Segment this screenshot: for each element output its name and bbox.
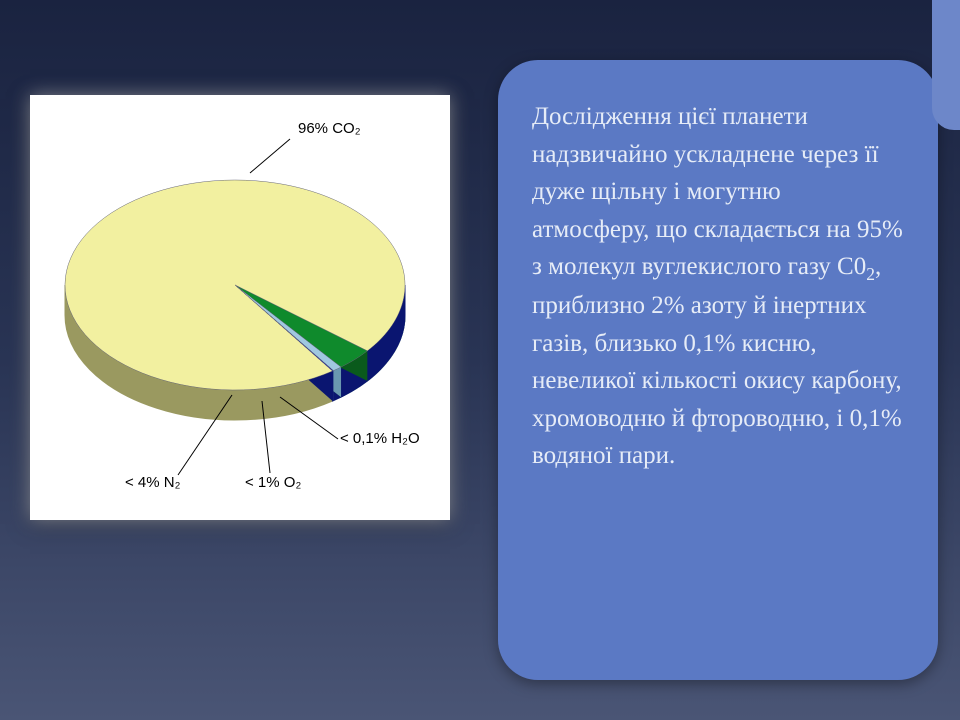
chart-label: < 0,1% H₂O	[340, 430, 420, 447]
chart-label: < 1% O₂	[245, 474, 301, 491]
chart-label: < 4% N₂	[125, 474, 181, 491]
chart-label: 96% CO₂	[298, 120, 361, 137]
description-text: Дослідження цієї планети надзвичайно уск…	[532, 98, 904, 475]
leader-line	[250, 139, 290, 173]
description-panel: Дослідження цієї планети надзвичайно уск…	[498, 60, 938, 680]
pie-chart-panel: 96% CO₂ < 0,1% H₂O < 1% O₂ < 4% N₂	[30, 95, 450, 520]
corner-accent	[932, 0, 960, 130]
pie-chart-svg: 96% CO₂ < 0,1% H₂O < 1% O₂ < 4% N₂	[30, 95, 450, 520]
